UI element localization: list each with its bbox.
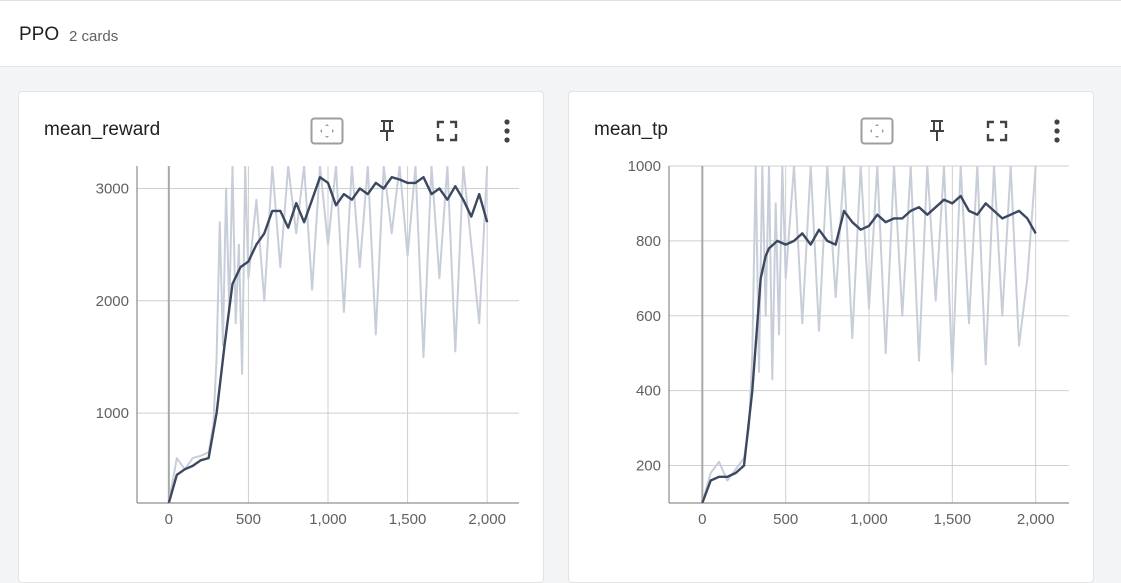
y-tick-label: 1000 [628,158,661,175]
y-tick-label: 1000 [96,405,129,422]
y-tick-label: 3000 [96,180,129,197]
scalar-card-mean-tp: mean_tp 0 500 1,000 1,500 2,000 200 400 600 800 1… [568,91,1094,583]
y-tick-label: 800 [636,233,661,250]
x-tick-label: 1,500 [389,511,427,528]
line-chart[interactable]: 0 500 1,000 1,500 2,000 1000 2000 3000 [19,92,543,582]
x-tick-label: 0 [698,511,706,528]
y-tick-label: 200 [636,458,661,475]
scalar-card-mean-reward: mean_reward 0 500 1,000 1,500 2,000 1000 2000 3… [18,91,544,583]
group-title: PPO [19,24,59,46]
x-tick-label: 500 [236,511,261,528]
x-tick-label: 1,000 [309,511,347,528]
y-tick-label: 2000 [96,293,129,310]
card-group-header: PPO 2 cards [0,1,1121,67]
x-tick-label: 0 [165,511,173,528]
x-tick-label: 1,000 [850,511,888,528]
x-tick-label: 2,000 [468,511,506,528]
y-tick-label: 400 [636,383,661,400]
line-chart[interactable]: 0 500 1,000 1,500 2,000 200 400 600 800 1000 [569,92,1093,582]
x-tick-label: 1,500 [934,511,972,528]
x-tick-label: 500 [773,511,798,528]
group-card-count: 2 cards [69,28,118,45]
x-tick-label: 2,000 [1017,511,1055,528]
y-tick-label: 600 [636,308,661,325]
